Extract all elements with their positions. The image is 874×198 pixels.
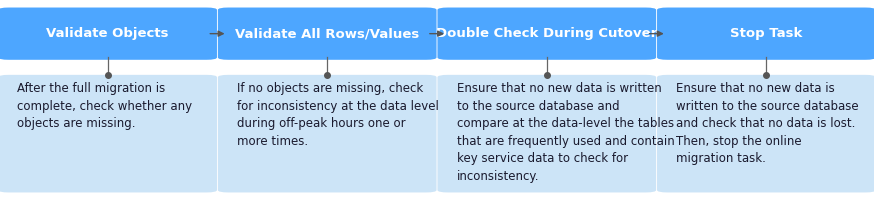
Text: Ensure that no new data is
written to the source database
and check that no data: Ensure that no new data is written to th… [676,82,859,165]
FancyBboxPatch shape [657,8,874,60]
FancyBboxPatch shape [0,8,217,60]
Text: Ensure that no new data is written
to the source database and
compare at the dat: Ensure that no new data is written to th… [457,82,675,183]
FancyBboxPatch shape [218,75,437,192]
FancyBboxPatch shape [438,8,656,60]
Text: If no objects are missing, check
for inconsistency at the data level
during off-: If no objects are missing, check for inc… [237,82,439,148]
FancyBboxPatch shape [438,75,656,192]
Text: Double Check During Cutover: Double Check During Cutover [436,27,657,40]
FancyBboxPatch shape [218,8,437,60]
FancyBboxPatch shape [657,75,874,192]
Text: Validate All Rows/Values: Validate All Rows/Values [235,27,420,40]
FancyBboxPatch shape [0,75,217,192]
Text: Validate Objects: Validate Objects [46,27,169,40]
Text: Stop Task: Stop Task [730,27,802,40]
Text: After the full migration is
complete, check whether any
objects are missing.: After the full migration is complete, ch… [17,82,192,130]
